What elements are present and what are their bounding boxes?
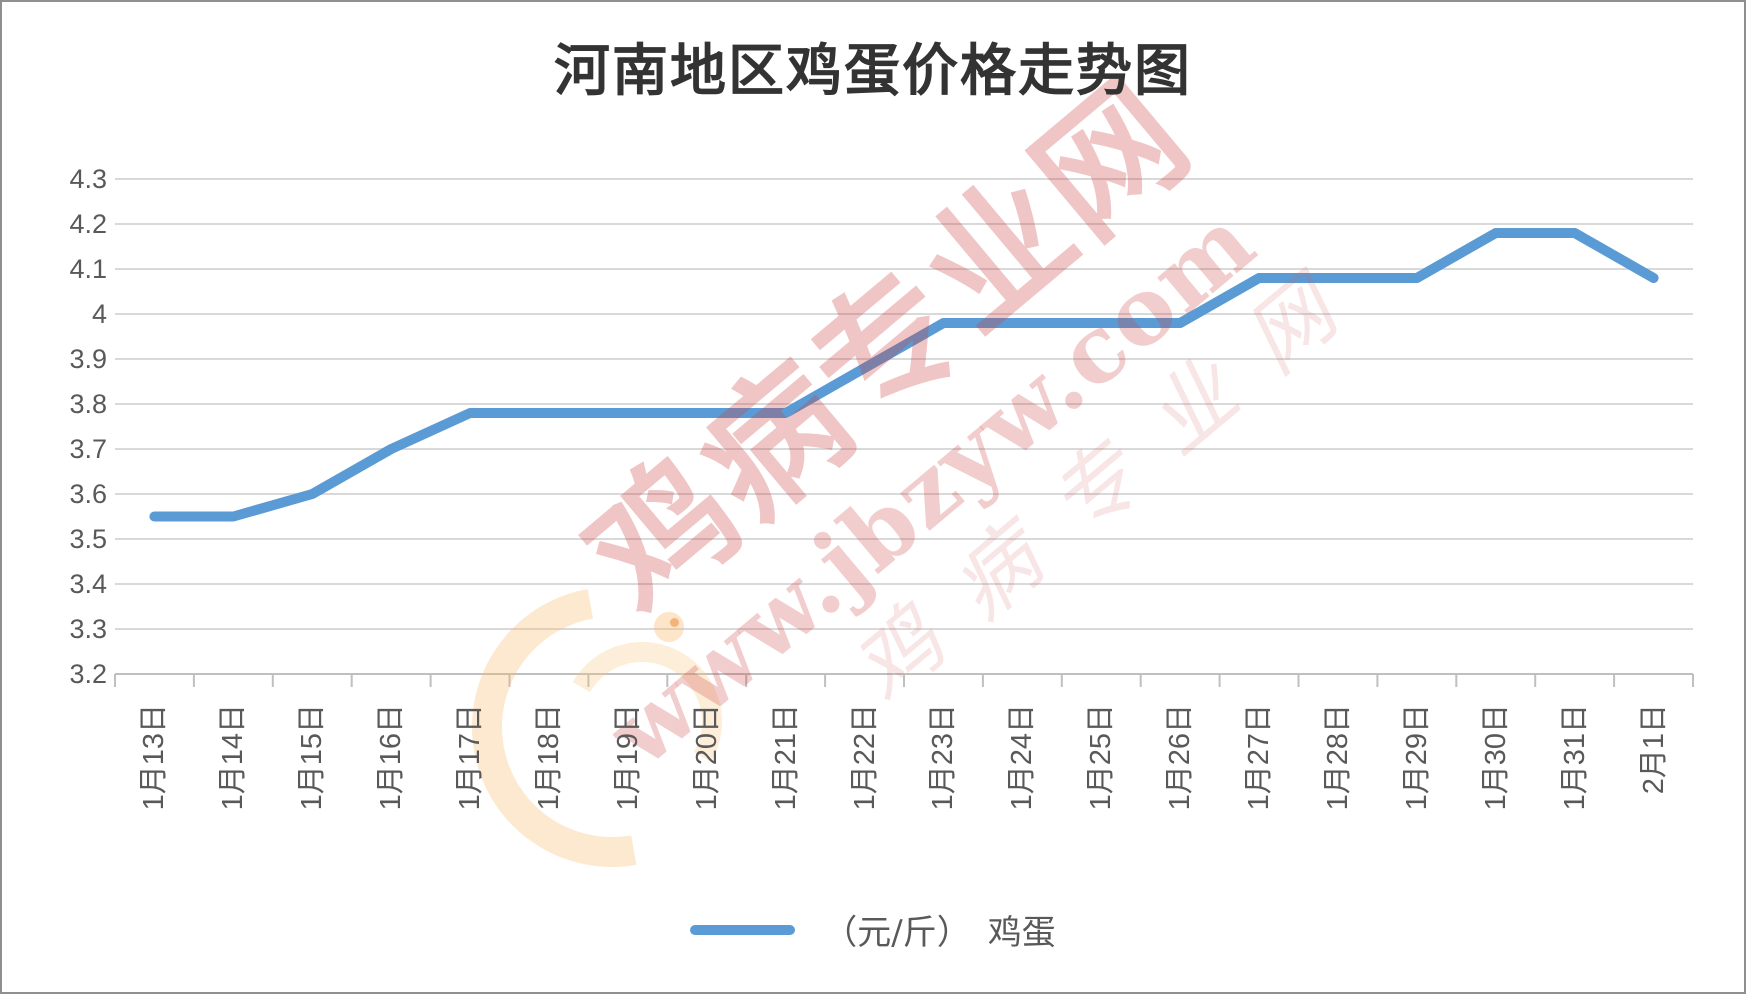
y-axis-tick-label: 4.2: [69, 209, 107, 239]
y-axis-tick-label: 3.8: [69, 389, 107, 419]
legend-line-swatch: [690, 924, 796, 935]
x-axis-tick-label: 1月28日: [1321, 704, 1354, 811]
x-axis-tick-label: 1月22日: [848, 704, 881, 811]
x-axis-tick-label: 1月15日: [296, 704, 329, 811]
x-axis-tick-label: 1月27日: [1243, 704, 1276, 811]
x-axis-tick-label: 1月18日: [532, 704, 565, 811]
x-axis-tick-label: 2月1日: [1637, 704, 1670, 795]
x-axis-tick-label: 1月17日: [454, 704, 487, 811]
x-axis-tick-label: 1月30日: [1479, 704, 1512, 811]
y-axis-tick-label: 4.1: [69, 254, 107, 284]
y-axis-tick-label: 3.3: [69, 614, 107, 644]
x-axis-tick-label: 1月29日: [1400, 704, 1433, 811]
x-axis-tick-label: 1月19日: [611, 704, 644, 811]
x-axis-tick-label: 1月16日: [375, 704, 408, 811]
x-axis-tick-label: 1月25日: [1085, 704, 1118, 811]
x-axis-tick-label: 1月23日: [927, 704, 960, 811]
y-axis-tick-label: 3.4: [69, 569, 107, 599]
y-axis-tick-label: 3.9: [69, 344, 107, 374]
legend: （元/斤） 鸡蛋: [2, 905, 1744, 954]
legend-series-label: （元/斤） 鸡蛋: [823, 913, 1056, 953]
y-axis-tick-label: 4.3: [69, 164, 107, 194]
x-axis-tick-label: 1月20日: [690, 704, 723, 811]
chart-title: 河南地区鸡蛋价格走势图: [554, 38, 1192, 104]
x-axis-tick-label: 1月14日: [217, 704, 250, 811]
y-axis-tick-label: 3.5: [69, 524, 107, 554]
y-axis-tick-label: 3.6: [69, 479, 107, 509]
x-axis-tick-label: 1月13日: [138, 704, 171, 811]
x-axis-tick-label: 1月21日: [769, 704, 802, 811]
y-axis-tick-label: 3.7: [69, 434, 107, 464]
x-axis-tick-label: 1月26日: [1164, 704, 1197, 811]
x-axis-tick-label: 1月24日: [1006, 704, 1039, 811]
y-axis-tick-label: 3.2: [69, 659, 107, 689]
y-axis-tick-label: 4: [91, 299, 107, 329]
x-axis-tick-label: 1月31日: [1558, 704, 1591, 811]
